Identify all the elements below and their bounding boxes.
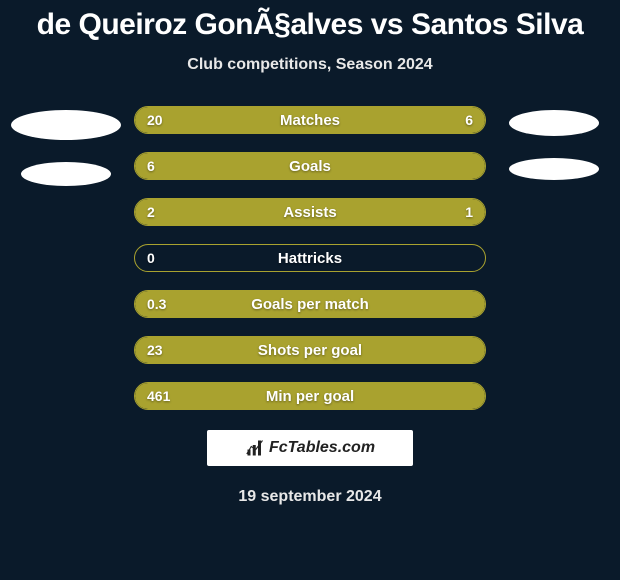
stat-bar: 0.3Goals per match [134, 290, 486, 318]
left-player-marks [6, 106, 126, 186]
stat-bar: 206Matches [134, 106, 486, 134]
watermark-badge: FcTables.com [207, 430, 413, 466]
bar-chart-icon [245, 438, 265, 458]
stat-label: Goals per match [135, 291, 485, 317]
stat-label: Hattricks [135, 245, 485, 271]
stat-label: Assists [135, 199, 485, 225]
stat-bar: 6Goals [134, 152, 486, 180]
right-player-marks [494, 106, 614, 180]
subtitle: Club competitions, Season 2024 [187, 56, 432, 74]
player-ellipse-right [509, 110, 599, 136]
player-ellipse-right [509, 158, 599, 180]
stat-label: Goals [135, 153, 485, 179]
stat-label: Matches [135, 107, 485, 133]
date-label: 19 september 2024 [238, 488, 381, 506]
stat-label: Shots per goal [135, 337, 485, 363]
stat-bar: 23Shots per goal [134, 336, 486, 364]
player-ellipse-left [21, 162, 111, 186]
comparison-panel: de Queiroz GonÃ§alves vs Santos Silva Cl… [0, 0, 620, 580]
player-ellipse-left [11, 110, 121, 140]
stat-bar: 461Min per goal [134, 382, 486, 410]
stat-bar: 0Hattricks [134, 244, 486, 272]
stat-bars: 206Matches 6Goals 21Assists 0Hattricks 0.3Go… [134, 106, 486, 410]
watermark-text: FcTables.com [269, 439, 375, 457]
stats-area: 206Matches 6Goals 21Assists 0Hattricks 0.3Go… [0, 106, 620, 410]
page-title: de Queiroz GonÃ§alves vs Santos Silva [37, 8, 584, 42]
stat-bar: 21Assists [134, 198, 486, 226]
stat-label: Min per goal [135, 383, 485, 409]
